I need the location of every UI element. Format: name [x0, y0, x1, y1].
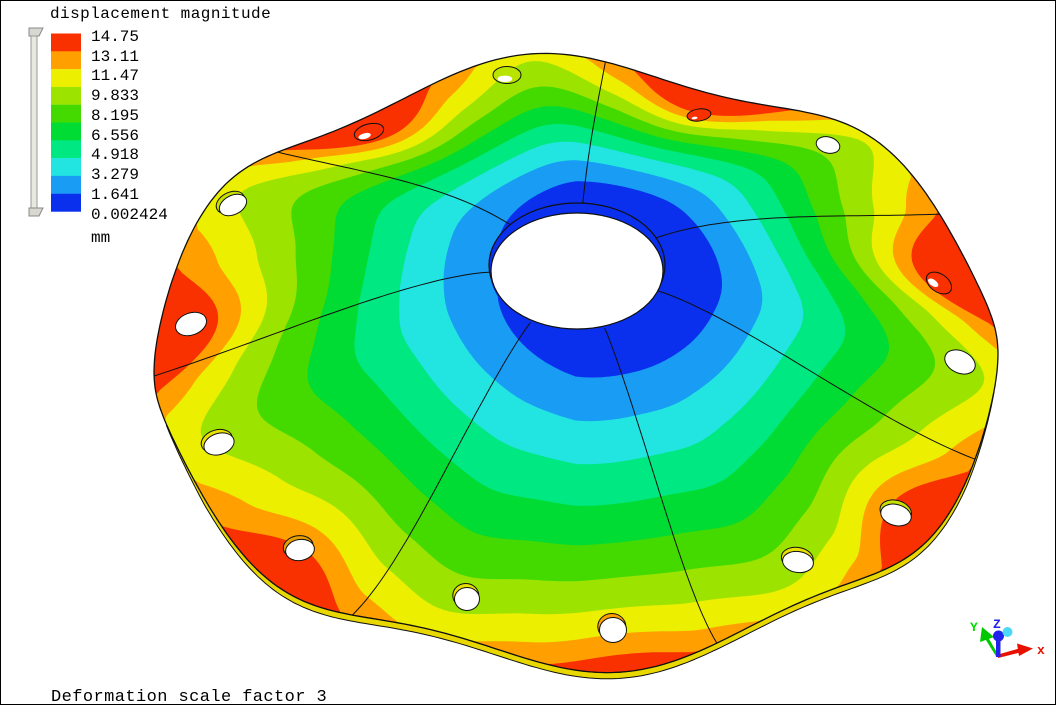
svg-text:Z: Z — [993, 617, 1001, 632]
svg-text:x: x — [1037, 643, 1045, 658]
svg-text:Y: Y — [970, 620, 978, 635]
